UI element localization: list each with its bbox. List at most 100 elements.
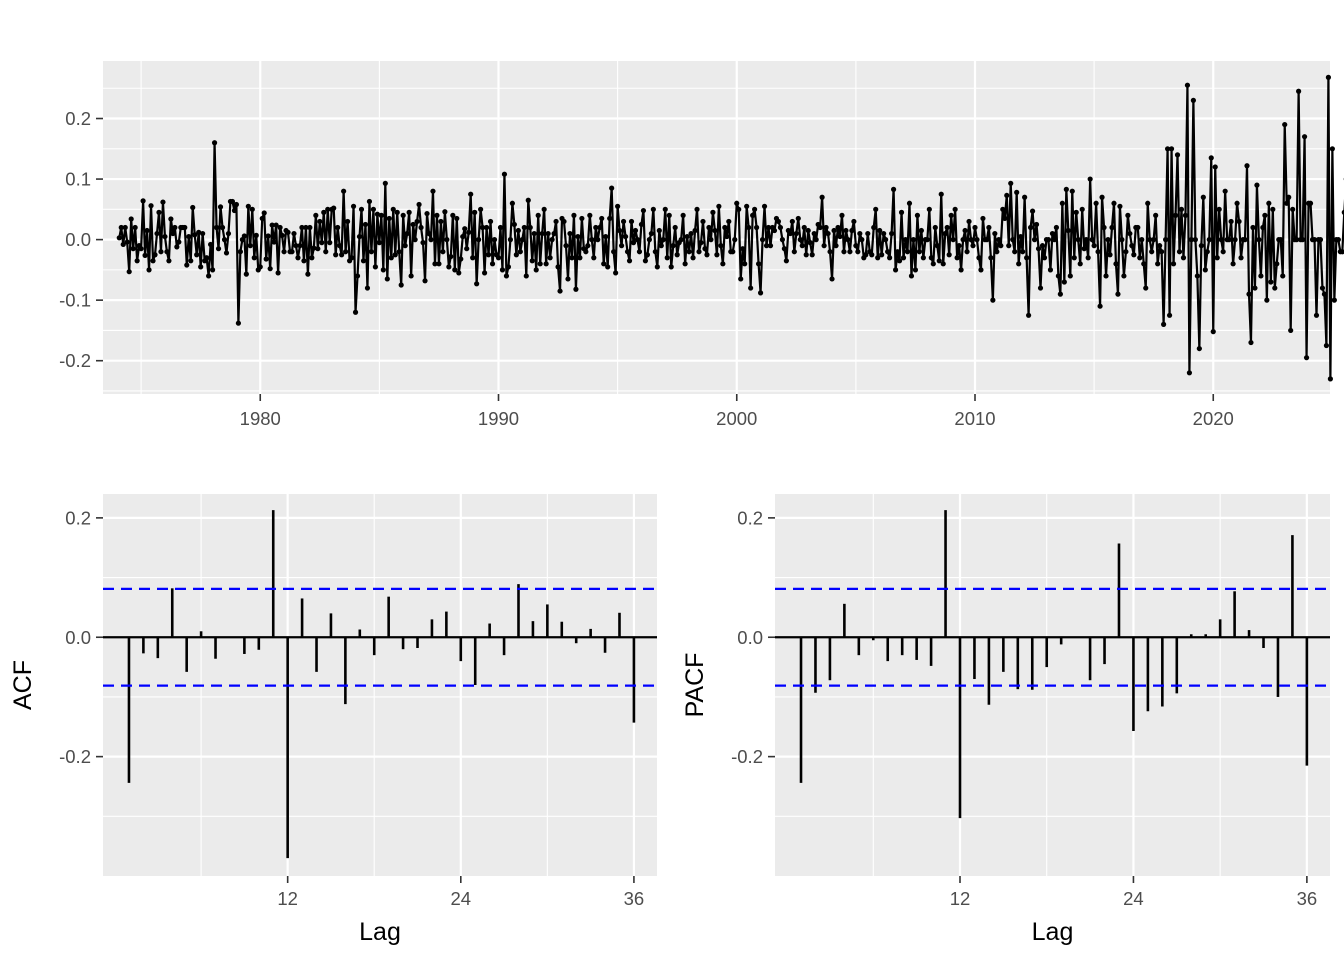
data-point <box>712 227 718 234</box>
data-point <box>1159 249 1165 255</box>
data-point <box>501 171 508 177</box>
data-point <box>1230 261 1236 267</box>
x-tick-label: 2020 <box>1193 408 1234 429</box>
data-point <box>1192 237 1198 243</box>
data-point <box>1331 297 1337 303</box>
data-point <box>1190 97 1196 103</box>
data-point <box>424 210 430 217</box>
data-point <box>730 249 736 255</box>
data-point <box>483 224 490 231</box>
y-tick-label: -0.2 <box>59 350 91 371</box>
data-point <box>996 237 1002 243</box>
data-point <box>833 243 839 249</box>
data-point <box>877 227 883 234</box>
data-point <box>950 237 956 243</box>
data-point <box>702 246 708 252</box>
data-point <box>954 255 960 261</box>
pacf-panel: 0.2 0.0 -0.2 12 24 36 Lag PACF <box>681 494 1330 946</box>
data-point <box>174 244 180 250</box>
data-point <box>1000 206 1006 212</box>
correlation-spikes <box>127 510 636 859</box>
data-point <box>1184 82 1191 88</box>
data-point <box>319 240 325 246</box>
data-point <box>885 249 891 255</box>
x-tick-label: 1980 <box>240 408 281 429</box>
data-point <box>271 239 277 245</box>
data-point <box>577 255 583 261</box>
data-point <box>1180 255 1187 261</box>
data-point <box>684 233 690 240</box>
data-point <box>704 252 710 258</box>
data-point <box>1228 218 1234 225</box>
data-point <box>944 224 950 231</box>
data-point <box>1101 224 1107 231</box>
data-point <box>1329 146 1335 152</box>
data-point <box>146 267 152 273</box>
data-point <box>360 258 367 264</box>
y-tick-label: 0.0 <box>65 229 91 250</box>
data-point <box>267 266 273 272</box>
data-point <box>428 237 434 243</box>
data-point <box>998 243 1004 249</box>
data-point <box>1004 192 1010 199</box>
data-point <box>644 252 651 258</box>
data-point <box>875 255 881 261</box>
data-point <box>237 249 243 255</box>
data-point <box>879 252 885 258</box>
data-point <box>1014 189 1020 195</box>
data-point <box>1125 212 1131 218</box>
data-point <box>591 255 597 261</box>
data-point <box>1075 237 1081 243</box>
data-point <box>857 230 863 237</box>
data-point <box>458 256 464 262</box>
data-point <box>517 249 523 255</box>
data-point <box>1105 237 1111 243</box>
data-point <box>750 212 756 218</box>
data-point <box>1012 249 1018 255</box>
data-point <box>958 267 964 273</box>
data-point <box>829 276 835 282</box>
data-point <box>567 230 573 237</box>
data-point <box>481 270 488 276</box>
data-point <box>1041 255 1048 261</box>
data-point <box>392 252 398 258</box>
data-point <box>249 206 255 212</box>
data-point <box>476 237 482 243</box>
data-point <box>1020 249 1026 255</box>
data-point <box>309 255 315 261</box>
data-point <box>485 252 492 258</box>
x-tick-label: 1990 <box>478 408 519 429</box>
data-point <box>422 278 428 284</box>
data-point <box>323 249 329 255</box>
data-point <box>257 264 263 270</box>
data-point <box>247 243 253 249</box>
data-point <box>299 224 305 231</box>
data-point <box>771 227 778 234</box>
data-point <box>1153 212 1159 218</box>
data-point <box>636 249 643 255</box>
data-point <box>1002 215 1008 222</box>
data-point <box>970 243 976 249</box>
data-point <box>275 270 281 276</box>
x-tick-label: 2000 <box>716 408 757 429</box>
data-point <box>523 273 529 279</box>
data-point <box>615 203 621 209</box>
data-point <box>1264 297 1270 303</box>
data-point <box>219 224 226 231</box>
data-point <box>662 206 668 212</box>
data-point <box>448 253 454 260</box>
data-point <box>263 256 269 262</box>
data-point <box>432 261 438 267</box>
data-point <box>585 243 591 249</box>
data-point <box>364 285 371 291</box>
data-point <box>126 269 132 275</box>
data-point <box>1018 233 1024 240</box>
data-point <box>154 230 160 237</box>
y-tick-label: -0.2 <box>731 746 763 767</box>
data-point <box>696 249 702 255</box>
data-point <box>370 206 377 212</box>
data-point <box>1268 279 1274 285</box>
y-axis-title: PACF <box>681 653 709 718</box>
data-point <box>873 206 879 212</box>
data-point <box>896 258 903 264</box>
